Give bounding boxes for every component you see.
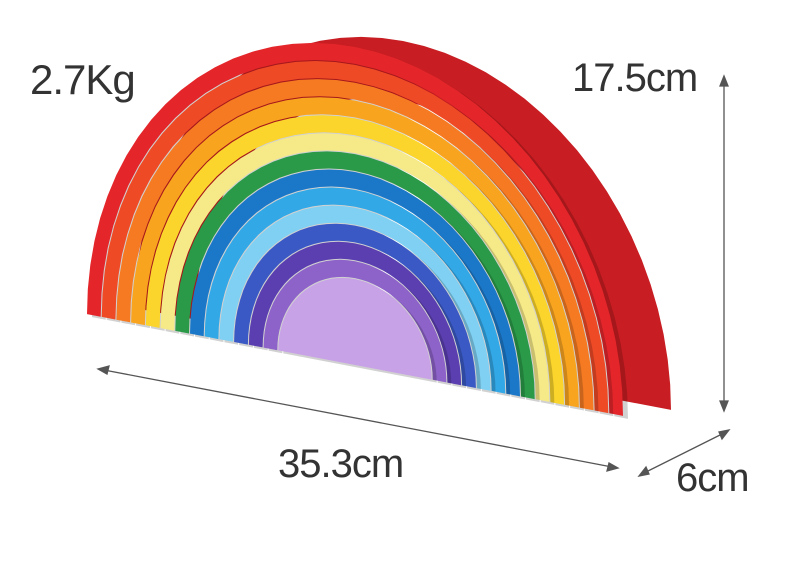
depth-dimension-line [643, 432, 725, 474]
rainbow-arch-9 [204, 187, 506, 394]
rainbow-arch-13 [263, 259, 447, 383]
height-label: 17.5cm [572, 56, 698, 100]
rainbow-arch-8 [190, 169, 520, 397]
rainbow-arch-3 [116, 79, 594, 411]
rainbow-arch-11 [234, 223, 476, 388]
rainbow-arch-6 [160, 133, 550, 402]
height-arrowheads [719, 74, 729, 413]
width-arrowheads [96, 365, 620, 472]
rainbow-front-face [87, 42, 628, 419]
depth-arrowheads [637, 429, 731, 477]
dimension-lines [96, 74, 731, 477]
rainbow-arch-5 [145, 115, 565, 405]
weight-label: 2.7Kg [30, 56, 136, 103]
width-dimension-line [103, 369, 613, 468]
width-label: 35.3cm [278, 442, 404, 486]
rainbow-arch-7 [175, 151, 535, 400]
depth-label: 6cm [676, 456, 750, 500]
rainbow-arch-4 [131, 97, 579, 408]
rainbow-arch-10 [219, 205, 491, 391]
rainbow-arch-14 [278, 277, 432, 380]
rainbow-arch-12 [248, 241, 462, 386]
